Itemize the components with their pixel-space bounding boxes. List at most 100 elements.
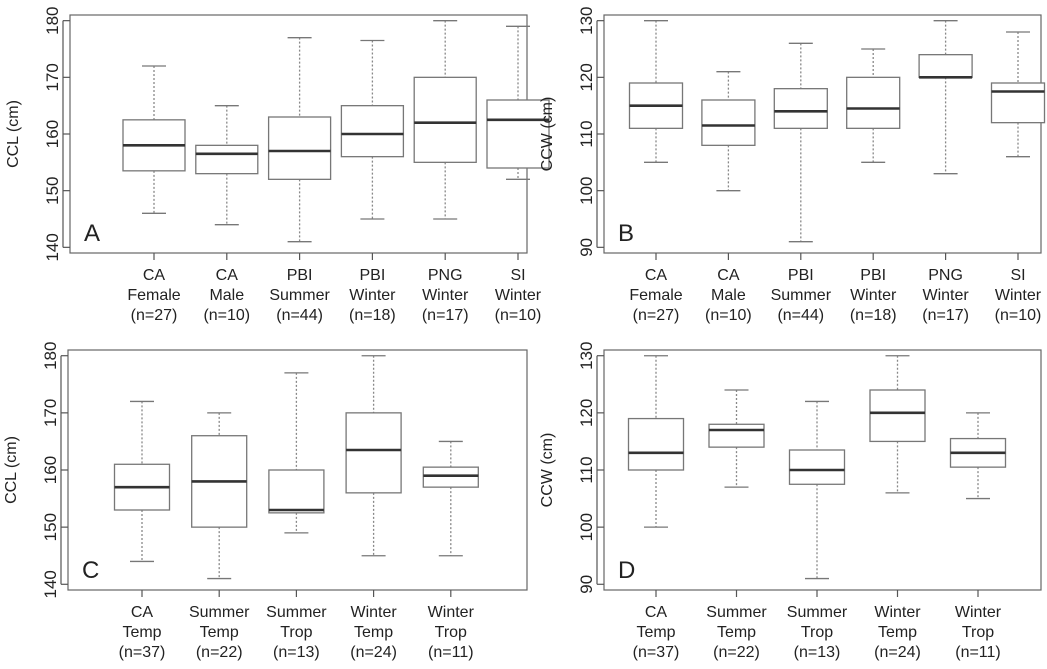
panel-c-y-tick-label: 150 <box>41 513 60 541</box>
panel-a-x-tick-label: PNG <box>428 267 463 284</box>
panel-a-x-tick-label: Summer <box>269 287 330 304</box>
panel-d-letter: D <box>618 557 635 584</box>
panel-a-x-tick-label: (n=10) <box>495 307 542 324</box>
panel-c-x-tick-label: (n=24) <box>350 644 397 661</box>
panel-c-y-tick-label: 170 <box>41 399 60 427</box>
panel-c-x-tick-label: Winter <box>428 604 475 621</box>
panel-b-x-tick-label: PBI <box>860 267 886 284</box>
panel-c-x-tick-label: (n=22) <box>196 644 243 661</box>
panel-c-y-tick-label: 140 <box>41 570 60 598</box>
panel-b-x-tick-label: Winter <box>922 287 969 304</box>
panel-d-x-tick-label: Summer <box>706 604 767 621</box>
panel-d-x-tick-label: Summer <box>787 604 848 621</box>
panel-d-y-tick-label: 130 <box>577 342 596 370</box>
panel-d-x-tick-label: (n=11) <box>955 644 1001 661</box>
panel-d-box <box>869 389 926 443</box>
panel-a-x-tick-label: Winter <box>349 287 396 304</box>
panel-d-x-tick-label: (n=24) <box>874 644 921 661</box>
panel-d-x-tick-label: Winter <box>955 604 1002 621</box>
panel-b-x-tick-label: (n=44) <box>777 307 824 324</box>
panel-b-x-tick-label: Female <box>629 287 682 304</box>
panel-a-y-axis-label: CCL (cm) <box>5 100 22 168</box>
panel-c-y-axis-label: CCL (cm) <box>3 436 20 504</box>
panel-c-x-tick-label: (n=37) <box>119 644 166 661</box>
panel-b-x-tick-label: Winter <box>850 287 897 304</box>
panel-b-x-tick-label: PNG <box>928 267 963 284</box>
panel-b-frame <box>603 14 1042 254</box>
panel-b-x-tick-label: SI <box>1010 267 1025 284</box>
panel-d-y-tick-label: 120 <box>577 399 596 427</box>
panel-b-x-tick-label: CA <box>645 267 668 284</box>
panel-d-x-tick-label: (n=37) <box>633 644 680 661</box>
panel-a-x-tick-label: (n=10) <box>203 307 250 324</box>
panel-a-x-tick-label: (n=44) <box>276 307 323 324</box>
panel-a-y-tick-label: 140 <box>43 233 62 261</box>
panel-b-x-tick-label: (n=10) <box>705 307 752 324</box>
panel-b-x-tick-label: Male <box>711 287 746 304</box>
panel-a-x-tick-label: Winter <box>495 287 542 304</box>
panel-d-box <box>708 423 765 448</box>
panel-c-x-tick-label: Summer <box>266 604 327 621</box>
panel-b-x-tick-label: (n=10) <box>995 307 1042 324</box>
panel-d-x-tick-label: Winter <box>874 604 921 621</box>
panel-b-x-tick-label: CA <box>717 267 740 284</box>
panel-d-y-tick-label: 100 <box>577 513 596 541</box>
panel-a-x-tick-label: Male <box>209 287 244 304</box>
panel-d-x-tick-label: (n=13) <box>794 644 841 661</box>
panel-b-box <box>846 76 901 129</box>
panel-d-y-tick-label: 110 <box>577 456 596 483</box>
panel-d-box <box>627 417 685 471</box>
panel-d-x-tick-label: Trop <box>801 624 833 641</box>
panel-d-x-tick-label: Temp <box>878 624 917 641</box>
panel-b-letter: B <box>618 220 634 247</box>
panel-c-x-tick-label: Temp <box>200 624 239 641</box>
panel-d-box <box>788 449 846 485</box>
panel-c-x-tick-label: (n=11) <box>428 644 474 661</box>
panel-a-box <box>267 116 332 180</box>
panel-a-letter: A <box>84 220 100 247</box>
panel-a-box <box>195 144 259 175</box>
panel-d-x-tick-label: CA <box>645 604 668 621</box>
panel-b-y-tick-label: 130 <box>577 6 596 34</box>
panel-c-x-tick-label: Temp <box>122 624 161 641</box>
panel-c-y-tick-label: 180 <box>41 342 60 370</box>
panel-a-x-tick-label: CA <box>216 267 239 284</box>
panel-c-x-tick-label: (n=13) <box>273 644 320 661</box>
panel-c-letter: C <box>82 557 99 584</box>
panel-a-x-tick-label: (n=27) <box>131 307 178 324</box>
panel-a-box <box>340 105 405 158</box>
panel-a-y-tick-label: 180 <box>43 6 62 34</box>
panel-d-y-tick-label: 90 <box>577 575 596 594</box>
panel-d-x-tick-label: (n=22) <box>713 644 760 661</box>
panel-c-x-tick-label: Winter <box>350 604 397 621</box>
panel-a-box <box>413 76 477 163</box>
panel-a-x-tick-label: SI <box>510 267 525 284</box>
panel-a-x-tick-label: PBI <box>360 267 386 284</box>
panel-a-y-tick-label: 150 <box>43 176 62 204</box>
panel-b-box <box>918 54 973 78</box>
panel-c-x-tick-label: Summer <box>189 604 250 621</box>
panel-b-y-axis-label: CCW (cm) <box>539 97 556 172</box>
panel-c-x-tick-label: CA <box>131 604 154 621</box>
panel-c-x-tick-label: Temp <box>354 624 393 641</box>
panel-b-x-tick-label: Winter <box>995 287 1042 304</box>
panel-c-box <box>422 466 479 488</box>
panel-b-x-tick-label: (n=27) <box>633 307 680 324</box>
panel-a-x-tick-label: Winter <box>422 287 469 304</box>
panel-d-y-axis-label: CCW (cm) <box>539 433 556 508</box>
panel-c-box <box>345 412 402 494</box>
panel-a-x-tick-label: Female <box>127 287 180 304</box>
panel-a-x-tick-label: CA <box>143 267 166 284</box>
panel-c-y-tick-label: 160 <box>41 456 60 484</box>
panel-c-x-tick-label: Trop <box>435 624 467 641</box>
panel-a-box <box>486 99 550 169</box>
panel-b-x-tick-label: (n=17) <box>922 307 969 324</box>
panel-a-x-tick-label: (n=18) <box>349 307 396 324</box>
panel-b-x-tick-label: Summer <box>771 287 832 304</box>
panel-b-box <box>773 88 828 129</box>
panel-b-x-tick-label: (n=18) <box>850 307 897 324</box>
panel-a-y-tick-label: 170 <box>43 63 62 91</box>
panel-b-box <box>990 82 1046 124</box>
panel-b-y-tick-label: 90 <box>577 238 596 257</box>
